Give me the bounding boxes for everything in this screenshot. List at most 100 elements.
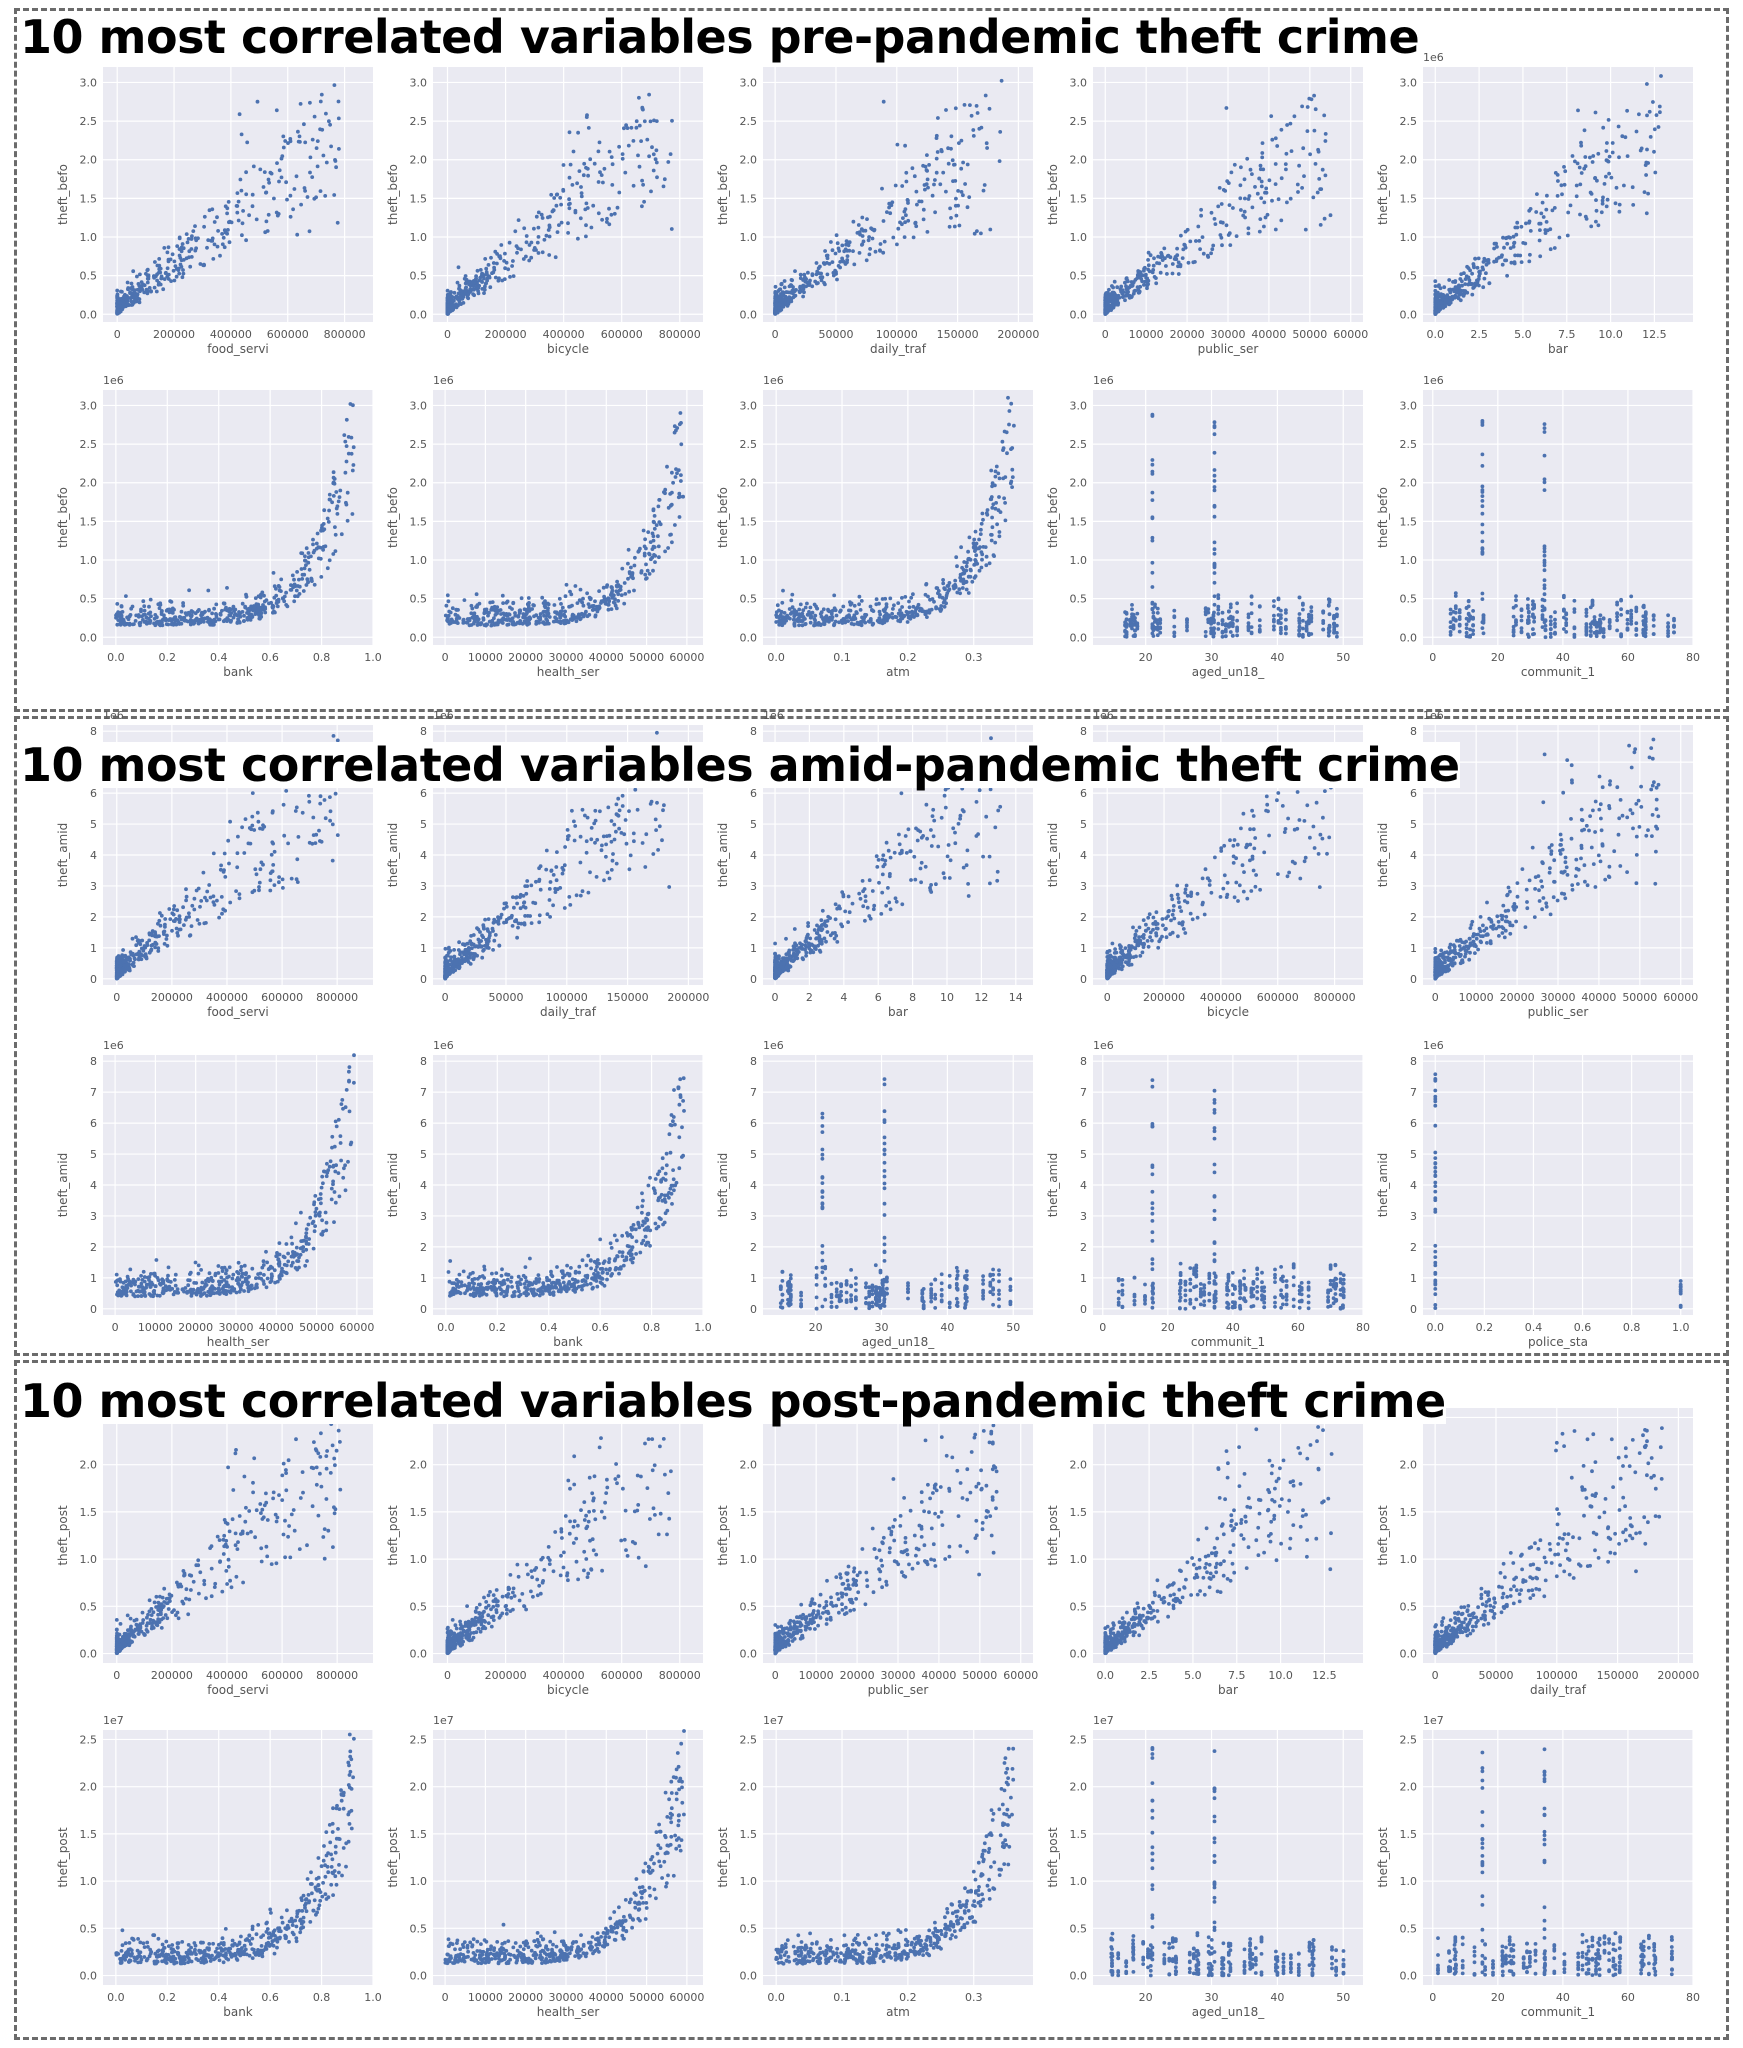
data-point (1239, 165, 1243, 170)
data-point (952, 224, 957, 229)
data-point (553, 615, 557, 620)
data-point (895, 242, 899, 247)
data-point (899, 613, 904, 618)
data-point (975, 229, 979, 234)
data-point (614, 583, 619, 588)
data-point (1309, 609, 1314, 614)
data-point (1511, 633, 1516, 638)
data-point (249, 604, 254, 609)
data-point (644, 577, 648, 581)
data-point (450, 606, 455, 611)
data-point (1602, 182, 1607, 186)
data-point (913, 610, 918, 614)
data-point (315, 164, 320, 169)
data-point (666, 505, 671, 510)
data-point (1519, 224, 1524, 229)
data-point (903, 143, 907, 148)
data-point (973, 558, 978, 562)
data-point (555, 230, 560, 235)
data-point (216, 617, 221, 622)
data-point (321, 153, 326, 158)
data-point (469, 611, 474, 616)
data-point (957, 141, 961, 145)
data-point (1619, 632, 1623, 637)
data-point (1284, 627, 1288, 631)
data-point (1548, 247, 1553, 252)
data-point (1526, 618, 1531, 623)
data-point (978, 545, 982, 549)
data-point (1130, 607, 1134, 612)
data-point (911, 604, 916, 609)
data-point (851, 249, 855, 254)
data-point (1471, 609, 1475, 613)
data-point (822, 618, 826, 623)
data-point (1617, 155, 1621, 160)
data-point (881, 250, 886, 255)
y-tick-label: 1.0 (80, 554, 98, 567)
data-point (475, 617, 479, 622)
data-point (339, 532, 344, 537)
data-point (277, 585, 282, 589)
data-point (1335, 606, 1339, 611)
data-point (1540, 625, 1545, 629)
y-tick-label: 0 (90, 973, 97, 986)
data-point (483, 284, 487, 289)
data-point (516, 614, 521, 619)
data-point (215, 244, 220, 249)
section-title-pre: 10 most correlated variables pre-pandemi… (20, 10, 1420, 64)
data-point (212, 903, 217, 907)
y-tick-label: 0.0 (80, 308, 98, 321)
data-point (1519, 608, 1524, 613)
data-point (1217, 186, 1222, 190)
data-point (198, 618, 202, 622)
data-point (135, 274, 139, 279)
data-point (328, 809, 333, 814)
data-point (513, 229, 518, 234)
data-point (147, 938, 152, 943)
data-point (163, 618, 168, 623)
data-point (1260, 151, 1265, 155)
data-point (567, 604, 571, 609)
data-point (617, 190, 622, 195)
data-point (1317, 177, 1322, 181)
data-point (274, 601, 279, 605)
data-point (681, 494, 685, 499)
y-tick-label: 3.0 (80, 399, 98, 412)
data-point (996, 508, 1001, 513)
data-point (222, 868, 226, 873)
data-point (511, 259, 515, 263)
data-point (210, 207, 215, 212)
data-point (1590, 598, 1595, 603)
y-tick-label: 2.5 (80, 438, 98, 451)
data-point (243, 605, 248, 610)
scatter-plot: 0.00.51.01.52.02.53.00.0 2.5 5.0 7.5 10.0 12.… (1376, 51, 1693, 356)
data-point (1164, 264, 1168, 268)
data-point (567, 197, 571, 202)
data-point (1471, 623, 1475, 627)
x-tick-label: 7.5 (1558, 328, 1576, 341)
data-point (126, 617, 131, 622)
data-point (214, 602, 219, 607)
data-point (549, 192, 554, 197)
data-point (1203, 630, 1208, 634)
x-tick-label: 100000 (876, 328, 918, 341)
data-point (1283, 162, 1288, 166)
data-point (1542, 553, 1547, 558)
data-point (175, 244, 180, 249)
data-point (884, 602, 889, 607)
data-point (964, 568, 969, 573)
x-tick-label: 200000 (485, 328, 527, 341)
data-point (1279, 218, 1284, 223)
data-point (937, 607, 942, 611)
data-point (597, 589, 601, 593)
data-point (1437, 283, 1441, 287)
x-tick-label: 60 (1621, 651, 1635, 664)
data-point (1455, 285, 1459, 289)
data-point (142, 608, 147, 613)
x-tick-label: 0.0 (1427, 328, 1445, 341)
data-point (1223, 634, 1228, 638)
data-point (336, 499, 341, 504)
data-point (1010, 485, 1014, 489)
data-point (1672, 630, 1676, 635)
data-point (1146, 267, 1150, 272)
